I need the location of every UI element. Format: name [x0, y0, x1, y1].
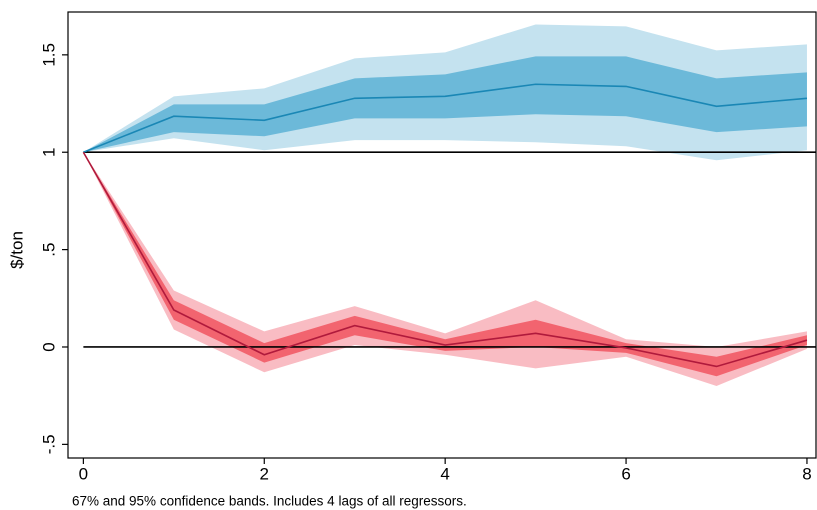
- y-tick-label: 1: [39, 147, 58, 156]
- x-tick-label: 8: [802, 464, 811, 483]
- plot-frame: [67, 11, 817, 459]
- series-line: [82, 151, 808, 368]
- y-axis-label: $/ton: [7, 231, 26, 269]
- band-95: [83, 152, 807, 386]
- x-tick-label: 6: [621, 464, 630, 483]
- series-line: [83, 83, 808, 153]
- x-tick-label: 4: [440, 464, 449, 483]
- y-tick-label: -.5: [39, 434, 58, 454]
- y-tick-label: 0: [39, 342, 58, 351]
- x-tick-label: 0: [79, 464, 88, 483]
- band-67: [83, 56, 807, 153]
- y-tick-label: .5: [39, 243, 58, 257]
- chart-note: 67% and 95% confidence bands. Includes 4…: [72, 494, 467, 509]
- band-67: [83, 152, 807, 377]
- y-tick-label: 1.5: [39, 43, 58, 67]
- x-tick-label: 2: [260, 464, 269, 483]
